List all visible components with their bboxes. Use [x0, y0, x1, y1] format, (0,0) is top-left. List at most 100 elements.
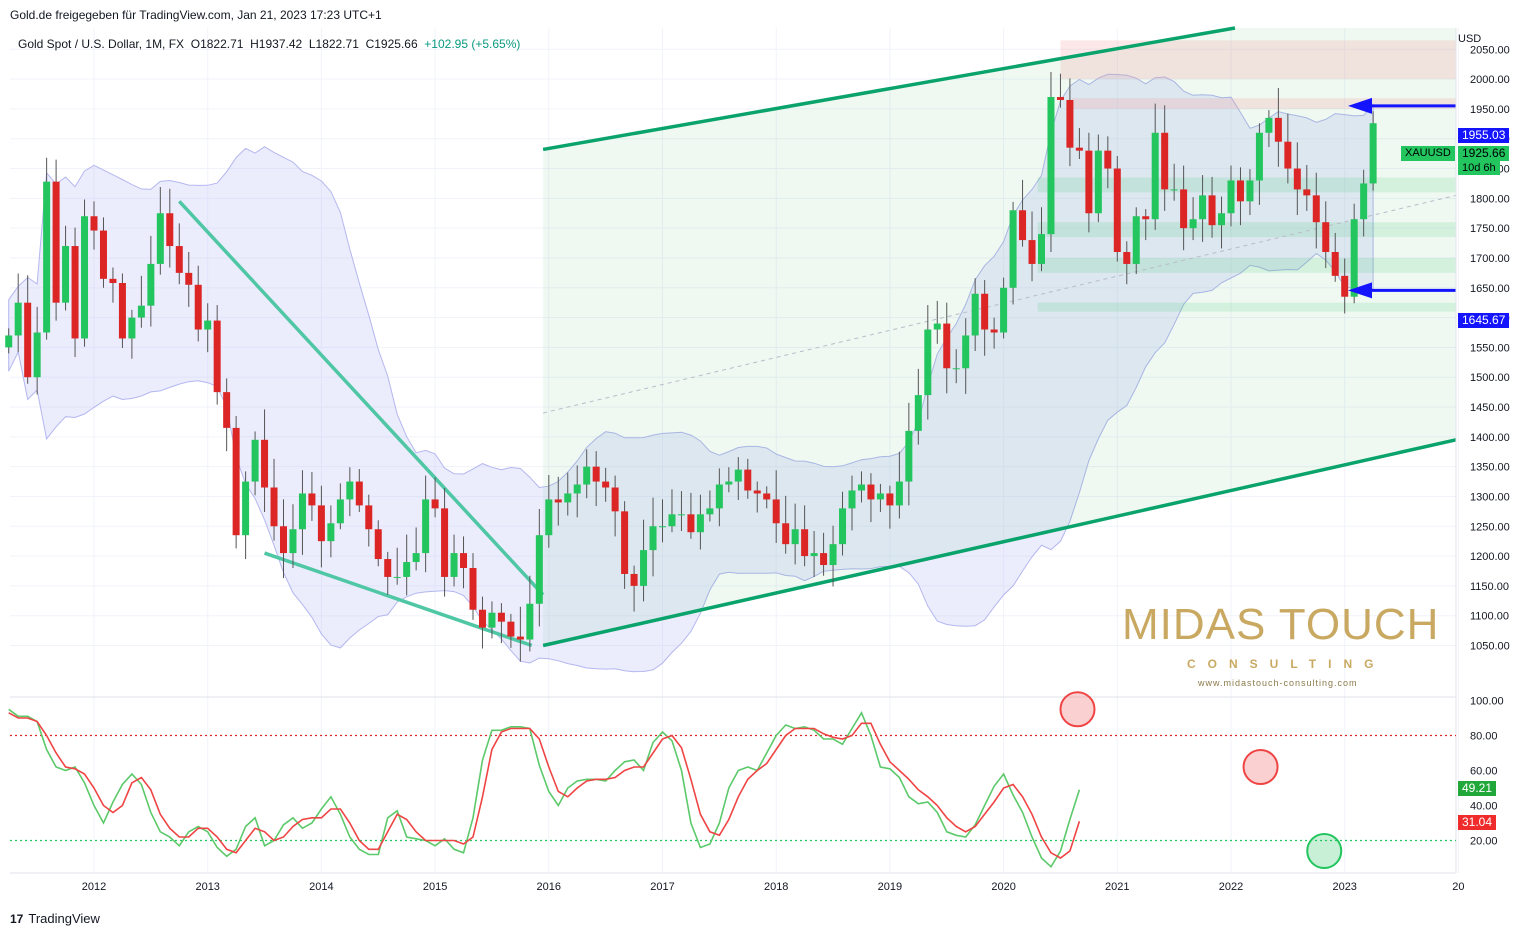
- symbol-tag: XAUUSD: [1401, 146, 1455, 161]
- candle-body: [839, 508, 847, 545]
- legend-title[interactable]: Gold Spot / U.S. Dollar, 1M, FX: [18, 37, 185, 51]
- candle-body: [1265, 117, 1273, 133]
- stoch-tick-label: 100.00: [1470, 696, 1504, 708]
- price-tick-label: 1050.00: [1470, 641, 1510, 653]
- price-label-low: 1645.67: [1458, 313, 1510, 328]
- candle-body: [554, 499, 562, 503]
- candle-body: [1019, 210, 1027, 241]
- candle-body: [611, 487, 619, 512]
- candle-body: [725, 481, 733, 485]
- candle-body: [336, 499, 344, 524]
- candle-body: [280, 526, 287, 554]
- candle-body: [289, 529, 297, 554]
- candle-body: [1113, 168, 1121, 253]
- candle-body: [393, 576, 401, 578]
- stoch-tick-label: 60.00: [1470, 766, 1498, 778]
- stoch-highlight-circle: [1059, 691, 1096, 728]
- time-tick-label: 2021: [1105, 881, 1129, 893]
- level-arrows: [1348, 97, 1456, 299]
- candle-body: [1000, 287, 1008, 333]
- candle-body: [1075, 147, 1083, 151]
- candle-body: [1208, 195, 1216, 226]
- candle-body: [232, 427, 240, 536]
- candle-body: [886, 493, 894, 506]
- candle-body: [441, 508, 449, 577]
- bar-countdown: 10d 6h: [1458, 161, 1500, 175]
- currency-label: USD: [1458, 33, 1482, 45]
- candle-body: [147, 263, 155, 306]
- candle-body: [251, 439, 259, 482]
- candle-body: [213, 320, 221, 393]
- stoch-k-line: [8, 708, 1081, 869]
- candle-body: [166, 213, 174, 247]
- candle-body: [24, 302, 32, 378]
- candle-body: [687, 514, 695, 533]
- candle-body: [1199, 195, 1207, 220]
- candle-body: [450, 553, 458, 577]
- candle-body: [867, 484, 875, 500]
- time-tick-label: 2017: [650, 881, 674, 893]
- candle-body: [43, 181, 51, 333]
- footer[interactable]: 17 TradingView: [10, 911, 100, 926]
- candlestick-series: [5, 71, 1377, 662]
- price-tick-label: 1400.00: [1470, 432, 1510, 444]
- candle-body: [1132, 216, 1140, 264]
- candle-body: [71, 246, 79, 339]
- candle-body: [914, 395, 922, 431]
- candle-body: [1085, 150, 1093, 214]
- candle-body: [905, 430, 913, 482]
- candle-body: [1274, 117, 1282, 142]
- price-grid: [10, 28, 1459, 873]
- candle-body: [1170, 189, 1178, 191]
- candle-body: [14, 302, 22, 336]
- candle-body: [308, 493, 316, 506]
- footer-brand[interactable]: TradingView: [28, 911, 100, 926]
- candle-body: [810, 553, 818, 557]
- candle-body: [1028, 240, 1036, 264]
- candle-body: [355, 481, 363, 506]
- price-tick-label: 2000.00: [1470, 74, 1510, 86]
- candle-body: [1360, 183, 1368, 220]
- candle-body: [5, 335, 13, 348]
- candle-body: [1151, 132, 1159, 220]
- arrow-high-head: [1348, 97, 1372, 114]
- candle-body: [706, 508, 714, 515]
- candle-body: [640, 550, 648, 586]
- price-tick-label: 1650.00: [1470, 283, 1510, 295]
- candle-body: [204, 320, 212, 330]
- candle-body: [1038, 234, 1045, 264]
- candle-body: [346, 481, 354, 500]
- candle-body: [270, 487, 278, 527]
- wedge-upper-line: [177, 200, 545, 597]
- candle-body: [1322, 222, 1330, 253]
- candle-body: [128, 317, 136, 339]
- candle-body: [526, 603, 534, 640]
- price-tick-label: 2050.00: [1470, 44, 1510, 56]
- time-tick-label: 2015: [423, 881, 447, 893]
- candle-body: [772, 499, 780, 524]
- candle-body: [175, 246, 183, 273]
- resistance-zone: [1071, 98, 1456, 109]
- support-zone: [1037, 222, 1456, 238]
- candle-body: [1047, 96, 1055, 235]
- candle-body: [990, 329, 998, 333]
- candle-body: [829, 544, 837, 566]
- tradingview-logo-icon[interactable]: 17: [10, 911, 24, 926]
- candle-body: [933, 323, 941, 330]
- candle-body: [1094, 150, 1102, 214]
- time-tick-label: 2014: [309, 881, 333, 893]
- candle-body: [365, 505, 373, 530]
- candle-body: [782, 523, 790, 545]
- candle-body: [753, 490, 761, 494]
- candle-body: [33, 332, 41, 378]
- time-tick-label: 2016: [537, 881, 561, 893]
- candle-body: [431, 499, 439, 509]
- symbol-legend[interactable]: Gold Spot / U.S. Dollar, 1M, FX O1822.71…: [18, 37, 520, 51]
- watermark-url: www.midastouch-consulting.com: [1198, 678, 1358, 688]
- price-tick-label: 1150.00: [1470, 581, 1509, 593]
- time-axis: 2012 2013 2014 2015 2016 2017 2018 2019 2020 2021…: [10, 872, 1465, 893]
- candle-body: [194, 284, 202, 330]
- stoch-tick-label: 20.00: [1470, 836, 1498, 848]
- price-tick-label: 1350.00: [1470, 462, 1510, 474]
